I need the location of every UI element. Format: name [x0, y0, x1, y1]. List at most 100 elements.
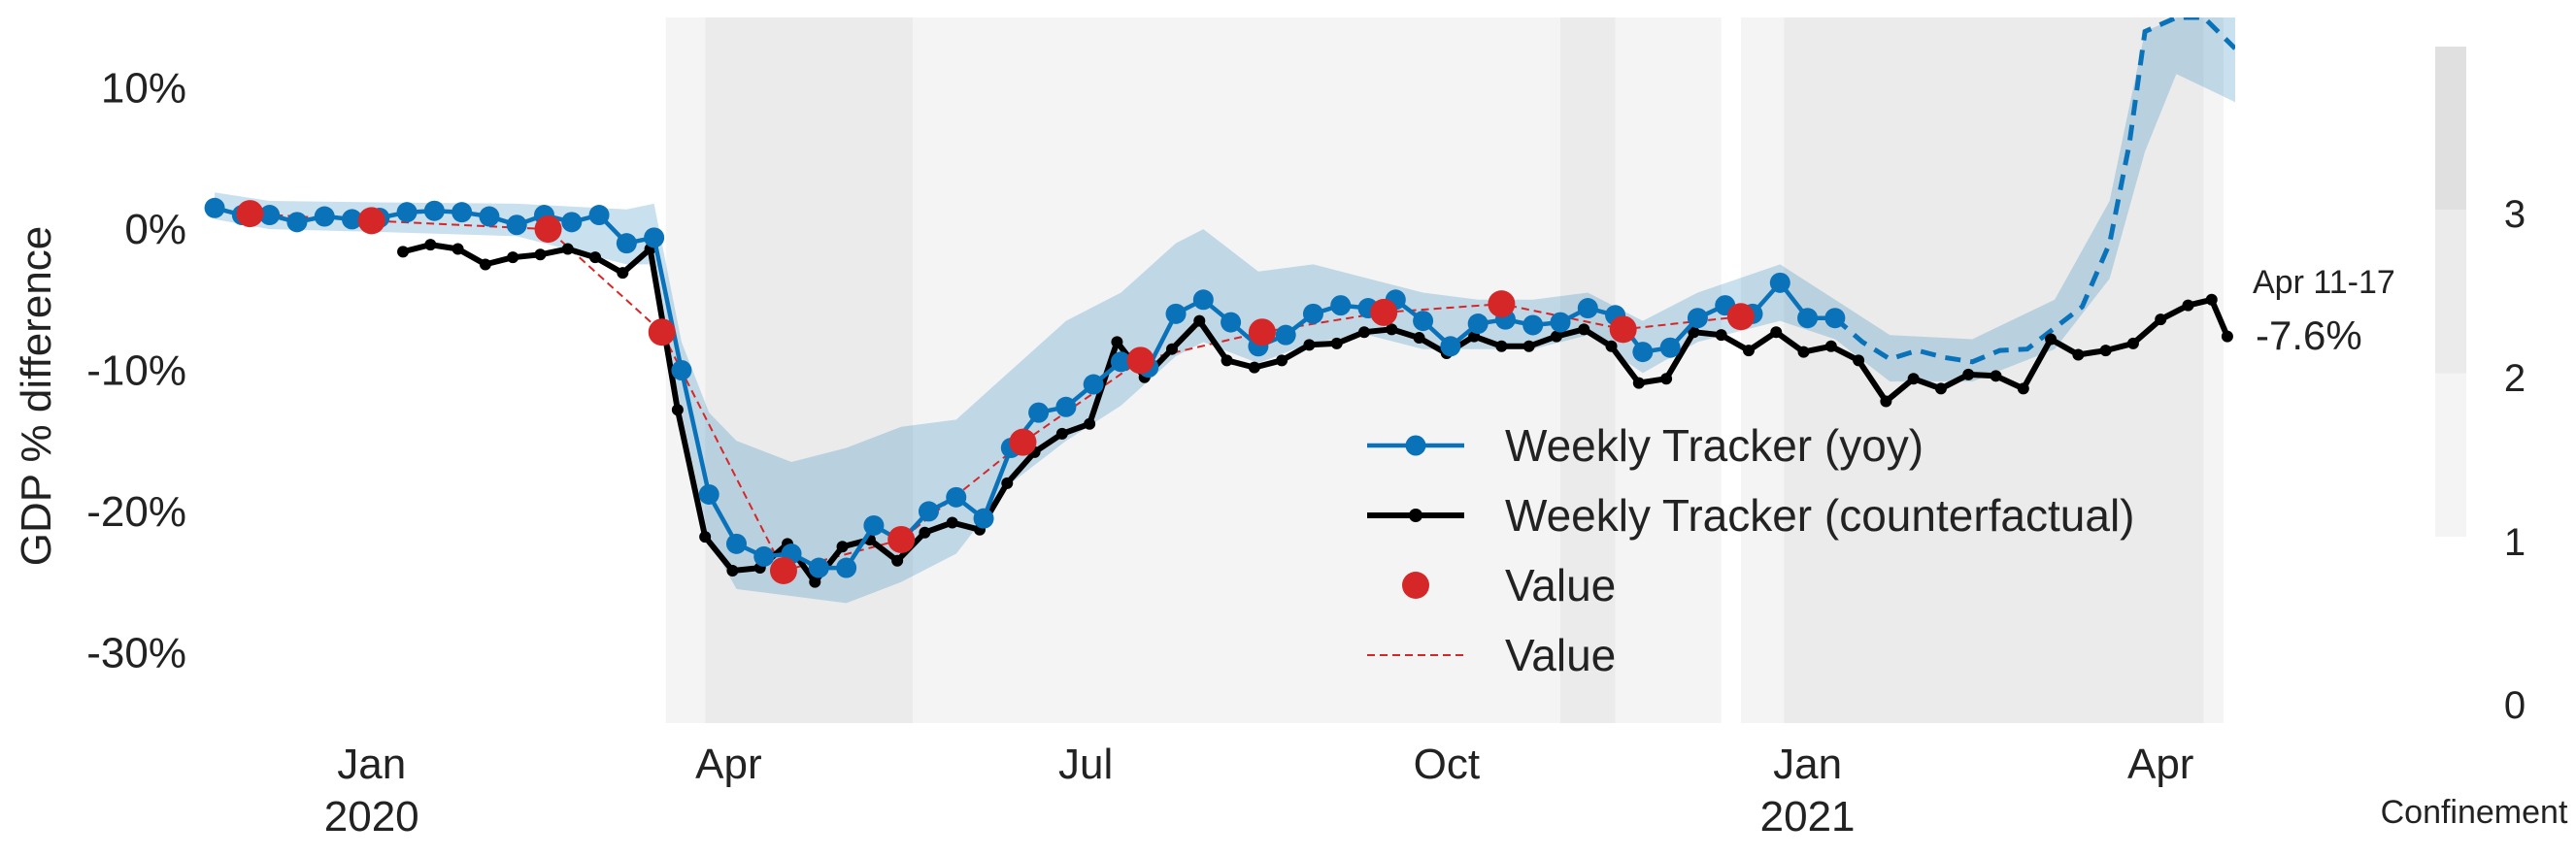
series-2-point-32 [1248, 361, 1260, 374]
series-2-point-57 [1934, 382, 1947, 395]
x-tick-label-1: Jan [337, 741, 406, 788]
series-1-point-12 [506, 214, 527, 236]
series-2-point-42 [1522, 340, 1535, 352]
series-2-point-59 [1990, 370, 2002, 382]
y-tick-label-3: -10% [86, 347, 186, 395]
confinement-colorbar: 0 1 2 3 Confinement [2381, 47, 2568, 831]
series-1-point-8 [396, 202, 418, 223]
series-2-point-9 [617, 267, 629, 280]
colorbar-segment-1 [2435, 373, 2466, 537]
series-1-point-9 [423, 200, 445, 221]
series-2-point-54 [1853, 354, 1865, 367]
series-2-point-27 [1111, 336, 1123, 348]
series-1-point-59 [1797, 308, 1819, 329]
y-tick-label-4: -20% [86, 488, 186, 536]
series-1-point-15 [588, 205, 610, 226]
series-1-point-60 [1824, 308, 1846, 329]
series-1-point-19 [698, 483, 719, 505]
series-1-point-10 [452, 202, 473, 223]
confinement-band-6 [1740, 17, 1785, 723]
colorbar-tick-2: 1 [2504, 521, 2526, 564]
series-2-point-68 [2221, 330, 2233, 343]
y-axis: 10% 0% -10% -20% -30% [86, 65, 186, 677]
x-tick-label-6: Apr [2127, 741, 2193, 788]
series-2-point-11 [671, 404, 684, 416]
x-tick-label-3: Jul [1058, 741, 1113, 788]
series-1-point-24 [836, 557, 857, 578]
y-tick-label-5: -30% [86, 629, 186, 676]
series-1-point-32 [1055, 396, 1077, 417]
colorbar-label: Confinement [2381, 794, 2568, 831]
series-2-point-43 [1550, 330, 1562, 343]
series-1-point-14 [561, 212, 583, 233]
series-2-point-31 [1221, 354, 1233, 367]
series-2-point-63 [2099, 345, 2112, 357]
series-2-point-21 [946, 516, 958, 529]
colorbar-tick-4: 3 [2504, 193, 2526, 236]
series-1-point-5 [314, 206, 335, 227]
series-3-marker-1 [236, 200, 264, 228]
series-2-point-55 [1880, 395, 1892, 408]
confinement-band-2 [705, 17, 914, 723]
series-1-point-53 [1632, 342, 1654, 363]
series-1-point-4 [286, 212, 308, 233]
series-lines [204, 17, 2235, 588]
legend-item-1: Weekly Tracker (yoy) [1367, 420, 1924, 471]
series-2-point-35 [1330, 337, 1343, 349]
series-2-point-66 [2182, 299, 2194, 312]
y-axis-label: GDP % difference [13, 226, 60, 567]
colorbar-segment-3 [2435, 47, 2466, 211]
legend-item-4: Value [1367, 630, 1616, 680]
annotation-period: Apr 11-17 [2253, 264, 2395, 301]
series-3-marker-9 [1248, 318, 1276, 346]
series-1-point-37 [1192, 289, 1214, 311]
confinement-band-7 [1784, 17, 2204, 723]
series-2-point-5 [507, 251, 519, 264]
confidence-band [215, 17, 2235, 604]
series-1-point-40 [1275, 324, 1296, 346]
y-tick-label-1: 10% [101, 65, 186, 113]
series-1-point-31 [1028, 402, 1050, 423]
series-1-point-29 [973, 508, 994, 529]
series-2-point-52 [1797, 346, 1810, 358]
series-1-point-47 [1467, 313, 1489, 335]
legend-item-3: Value [1402, 560, 1616, 610]
series-2-point-44 [1578, 323, 1590, 336]
x-tick-label-2: Apr [695, 741, 761, 788]
legend-item-2: Weekly Tracker (counterfactual) [1367, 490, 2135, 541]
series-2-point-53 [1824, 340, 1837, 352]
series-1-point-33 [1083, 374, 1104, 395]
series-1-point-46 [1440, 336, 1461, 357]
series-3-marker-4 [648, 318, 676, 346]
series-1-point-3 [259, 205, 281, 226]
series-1-point-23 [808, 557, 829, 578]
series-1-point-25 [863, 514, 885, 536]
series-2-point-17 [836, 541, 849, 553]
series-2-point-38 [1413, 332, 1425, 345]
confinement-band-8 [2203, 17, 2224, 723]
y-tick-label-2: 0% [124, 206, 186, 253]
last-value-annotation: Apr 11-17 -7.6% [2253, 264, 2395, 358]
series-1-point-6 [342, 209, 363, 230]
series-1-point-36 [1165, 303, 1187, 324]
series-2-point-34 [1303, 339, 1316, 351]
series-1-point-41 [1302, 303, 1323, 324]
series-2-point-2 [424, 239, 437, 251]
series-2-point-64 [2126, 337, 2139, 349]
series-1-point-28 [946, 486, 967, 508]
legend-label: Weekly Tracker (counterfactual) [1505, 490, 2135, 541]
confinement-band-4 [1560, 17, 1616, 723]
series-1-point-20 [725, 533, 747, 554]
series-2-point-6 [534, 248, 547, 261]
series-1-point-54 [1659, 337, 1681, 358]
series-2-point-33 [1276, 354, 1288, 367]
legend-label: Value [1505, 630, 1616, 680]
series-2-point-56 [1907, 373, 1920, 385]
series-1-point-42 [1330, 295, 1352, 316]
series-2-point-13 [726, 564, 739, 577]
series-2-point-51 [1770, 326, 1783, 339]
legend: Weekly Tracker (yoy) Weekly Tracker (coun… [1367, 420, 2135, 680]
series-2-point-3 [452, 243, 464, 255]
series-2-point-62 [2072, 348, 2085, 361]
